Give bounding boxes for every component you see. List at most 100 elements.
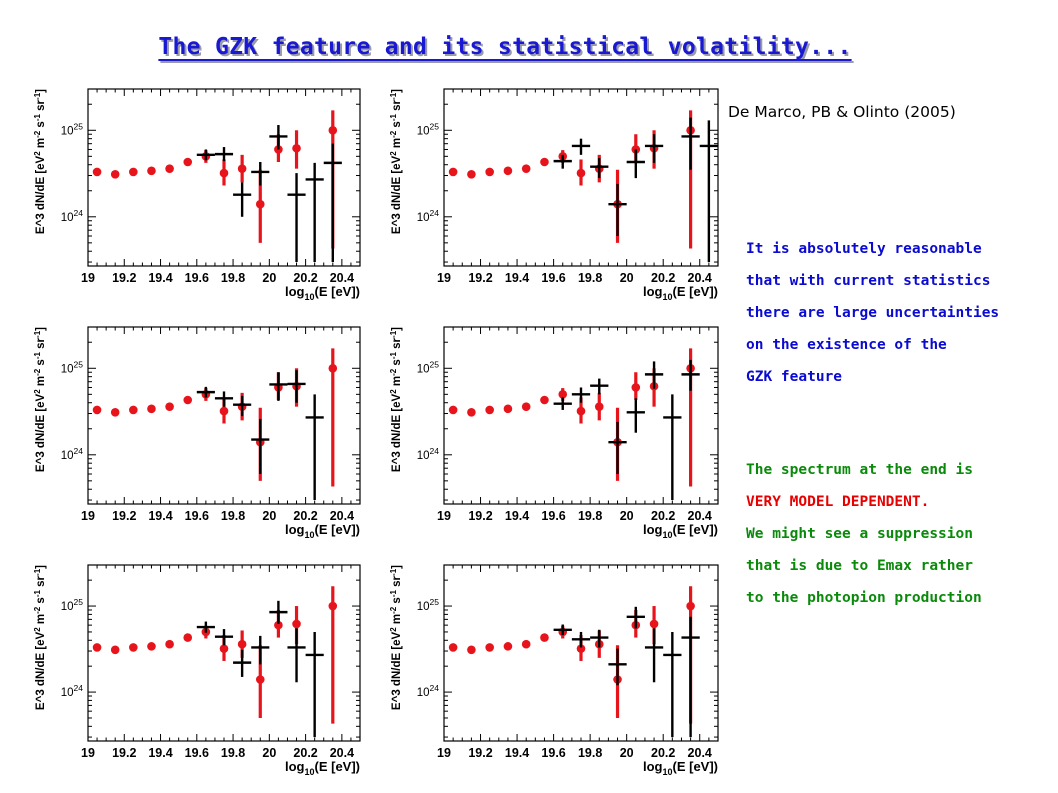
model-point <box>485 643 494 652</box>
x-tick-label: 19 <box>437 746 451 760</box>
model-point <box>92 643 102 652</box>
model-point <box>92 405 102 415</box>
y-tick-label: 1024 <box>417 683 440 699</box>
x-tick-label: 20 <box>262 509 276 523</box>
model-point <box>129 405 138 415</box>
model-point <box>92 167 102 177</box>
x-tick-label: 19.4 <box>505 509 529 523</box>
x-axis-label: log10(E [eV]) <box>285 284 360 302</box>
x-axis-label: log10(E [eV]) <box>643 284 718 302</box>
note-line: We might see a suppression <box>746 526 973 542</box>
x-tick-label: 19.4 <box>505 746 529 760</box>
x-tick-label: 19 <box>437 271 451 285</box>
model-point <box>503 404 513 414</box>
x-axis-label: log10(E [eV]) <box>643 522 718 540</box>
x-tick-label: 19.8 <box>578 509 602 523</box>
model-point <box>328 125 338 135</box>
model-point <box>219 406 229 416</box>
spectrum-panel-6: 19 19.2 19.4 19.6 19.8 20 20.2 20.4 1024 1025 log1… <box>389 564 719 777</box>
x-tick-label: 20.2 <box>651 746 675 760</box>
x-tick-label: 20 <box>620 509 634 523</box>
note-line: that is due to Emax rather <box>746 558 973 574</box>
model-point <box>328 601 338 611</box>
spectrum-panel-3: 19 19.2 19.4 19.6 19.8 20 20.2 20.4 1024 1025 log1… <box>33 326 361 540</box>
model-point <box>631 383 641 392</box>
model-point <box>129 167 138 177</box>
y-axis-label: E^3 dN/dE [eV2 m-2 s-1 sr-1] <box>33 327 47 472</box>
x-tick-label: 20 <box>620 271 634 285</box>
model-point <box>219 168 229 178</box>
citation: De Marco, PB & Olinto (2005) <box>728 103 956 121</box>
model-point <box>576 168 586 178</box>
note-line: that with current statistics <box>746 273 991 289</box>
x-tick-label: 19.6 <box>541 271 565 285</box>
y-tick-label: 1024 <box>61 208 84 224</box>
y-tick-label: 1025 <box>417 359 440 375</box>
y-tick-label: 1024 <box>417 446 440 462</box>
model-point <box>448 643 458 652</box>
spectrum-panel-1: 19 19.2 19.4 19.6 19.8 20 20.2 20.4 1024 1025 log1… <box>33 88 361 302</box>
model-point <box>110 407 120 417</box>
x-tick-label: 20.2 <box>651 509 675 523</box>
model-point <box>594 402 604 411</box>
y-tick-label: 1025 <box>61 359 84 375</box>
slide-title: The GZK feature and its statistical vola… <box>158 34 852 60</box>
x-tick-label: 20.4 <box>688 746 712 760</box>
x-tick-label: 19.2 <box>112 746 136 760</box>
x-tick-label: 19.4 <box>148 746 172 760</box>
x-tick-label: 19.6 <box>541 746 565 760</box>
model-point <box>485 167 494 177</box>
x-tick-label: 19 <box>81 746 95 760</box>
y-tick-label: 1025 <box>61 597 84 613</box>
x-tick-label: 19.8 <box>578 271 602 285</box>
model-point <box>147 404 156 414</box>
x-tick-label: 19 <box>437 509 451 523</box>
model-point <box>503 166 513 176</box>
x-tick-label: 19.6 <box>185 271 209 285</box>
model-point <box>521 639 531 649</box>
x-tick-label: 20.4 <box>330 746 354 760</box>
y-axis-label: E^3 dN/dE [eV2 m-2 s-1 sr-1] <box>389 89 403 234</box>
model-point <box>292 143 301 153</box>
model-point <box>183 157 193 167</box>
x-tick-label: 20.4 <box>688 509 712 523</box>
note-line: The spectrum at the end is <box>746 462 973 478</box>
note-model-dependence: The spectrum at the end is VERY MODEL DE… <box>746 454 982 614</box>
note-line: to the photopion production <box>746 590 982 606</box>
model-point <box>686 601 695 611</box>
x-tick-label: 19.4 <box>505 271 529 285</box>
model-point <box>147 166 156 176</box>
x-tick-label: 19.8 <box>221 271 245 285</box>
x-tick-label: 20.2 <box>293 509 317 523</box>
x-tick-label: 20.4 <box>688 271 712 285</box>
model-point <box>165 164 174 173</box>
model-point <box>255 199 265 209</box>
x-axis-label: log10(E [eV]) <box>285 522 360 540</box>
note-line: there are large uncertainties <box>746 305 1000 321</box>
x-tick-label: 20 <box>262 746 276 760</box>
x-tick-label: 19.2 <box>112 509 136 523</box>
model-point <box>576 406 586 416</box>
model-point <box>540 395 549 405</box>
model-point <box>467 407 476 417</box>
model-point <box>274 620 283 630</box>
x-tick-label: 20.4 <box>330 271 354 285</box>
x-tick-label: 19.2 <box>112 271 136 285</box>
spectrum-panel-2: 19 19.2 19.4 19.6 19.8 20 20.2 20.4 1024 1025 log1… <box>389 88 719 302</box>
model-point <box>467 169 476 179</box>
y-tick-label: 1025 <box>417 121 440 137</box>
y-axis-label: E^3 dN/dE [eV2 m-2 s-1 sr-1] <box>389 565 403 710</box>
x-tick-label: 20.2 <box>651 271 675 285</box>
model-point <box>448 405 458 415</box>
model-point <box>576 644 586 653</box>
x-tick-label: 19.6 <box>541 509 565 523</box>
model-point <box>165 639 174 649</box>
x-tick-label: 19.6 <box>185 509 209 523</box>
model-point <box>558 390 568 399</box>
model-point <box>237 164 247 173</box>
x-tick-label: 19.8 <box>578 746 602 760</box>
model-point <box>255 675 265 684</box>
model-point <box>165 402 174 411</box>
x-axis-label: log10(E [eV]) <box>285 759 360 777</box>
